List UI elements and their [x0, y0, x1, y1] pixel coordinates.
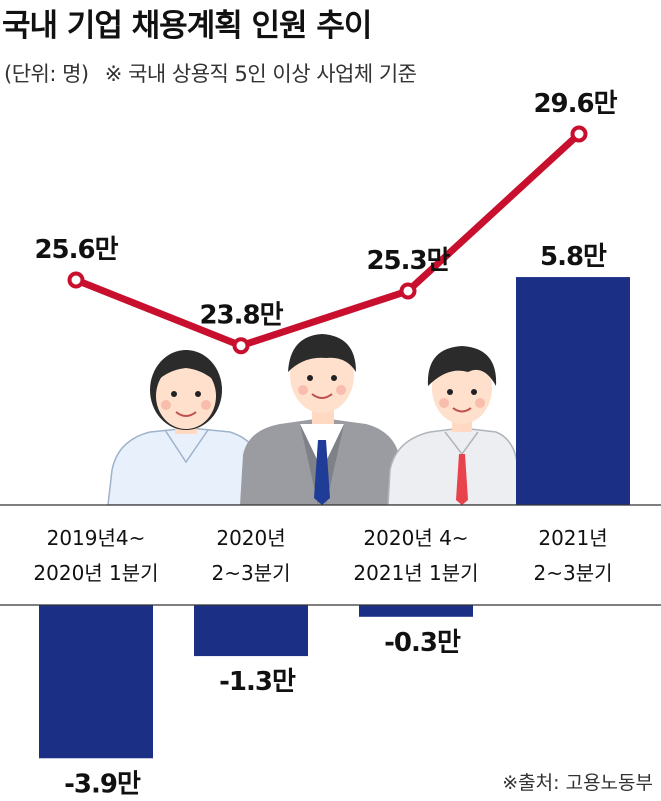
line-value-label-1: 25.6만	[34, 235, 118, 265]
line-point-1	[67, 271, 85, 289]
bar-4	[516, 277, 630, 505]
chart-title: 국내 기업 채용계획 인원 추이	[2, 8, 372, 44]
bar-series	[39, 277, 630, 759]
x-tick-label-1-2: 2020년 1분기	[33, 561, 158, 585]
x-tick-label-1-1: 2019년4~	[47, 526, 146, 550]
line-series	[67, 125, 588, 355]
line-value-label-3: 25.3만	[366, 246, 450, 276]
bar-2	[194, 605, 308, 657]
x-tick-label-2-2: 2~3분기	[211, 561, 290, 585]
line-value-label-4: 29.6만	[533, 89, 617, 119]
bar-value-label-2: -1.3만	[219, 667, 296, 697]
man-in-shirt-figure	[387, 346, 519, 505]
bar-3	[359, 605, 473, 617]
people-illustration	[107, 334, 519, 505]
man-in-suit-figure	[240, 334, 402, 505]
line-point-2	[232, 337, 250, 355]
bar-1	[39, 605, 153, 759]
line-value-label-2: 23.8만	[199, 301, 283, 331]
x-tick-label-3-1: 2020년 4~	[363, 526, 468, 550]
bar-value-label-4: 5.8만	[540, 242, 607, 272]
data-labels: 25.6만 23.8만 25.3만 29.6만 -3.9만 -1.3만 -0.3만 5.8만	[34, 89, 618, 799]
scope-note: ※ 국내 상용직 5인 이상 사업체 기준	[104, 62, 417, 86]
x-tick-label-4-1: 2021년	[538, 526, 607, 550]
woman-figure	[107, 350, 271, 505]
bar-value-label-1: -3.9만	[64, 769, 141, 799]
x-axis-labels: 2019년4~ 2020년 1분기 2020년 2~3분기 2020년 4~ 2021년 …	[33, 526, 612, 585]
line-point-4	[570, 125, 588, 143]
line-path	[72, 130, 583, 350]
x-tick-label-4-2: 2~3분기	[533, 561, 612, 585]
unit-note: (단위: 명)	[4, 62, 89, 86]
line-point-3	[399, 282, 417, 300]
x-tick-label-2-1: 2020년	[216, 526, 285, 550]
source-note: ※출처: 고용노동부	[502, 772, 653, 794]
x-tick-label-3-2: 2021년 1분기	[353, 561, 478, 585]
chart-subtitle: (단위: 명) ※ 국내 상용직 5인 이상 사업체 기준	[4, 58, 417, 88]
bar-value-label-3: -0.3만	[384, 628, 461, 658]
